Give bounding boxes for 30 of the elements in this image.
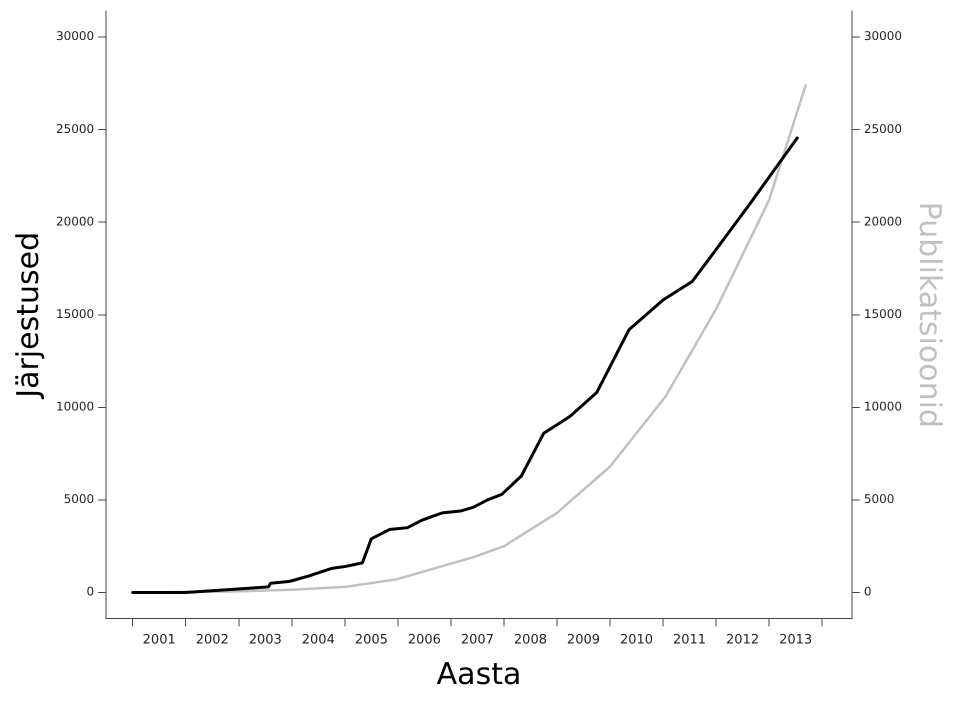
y2-tick-label: 5000 [864,492,894,506]
y-tick-label: 15000 [56,306,94,321]
y2-axis-title: Publikatsioonid [912,202,948,428]
x-tick-label: 2013 [779,632,812,648]
x-tick-label: 2009 [566,632,600,648]
x-tick-label: 2006 [408,632,441,648]
y2-tick-label: 0 [864,584,872,599]
x-tick-label: 2005 [354,632,388,648]
x-tick-label: 2007 [460,632,494,648]
y2-tick-label: 25000 [864,122,902,136]
x-tick-label: 2010 [620,632,654,648]
y-tick-label: 5000 [64,492,94,506]
y2-tick-label: 15000 [864,306,902,321]
y2-tick-label: 30000 [864,29,902,44]
x-tick-label: 2002 [196,632,229,648]
x-tick-label: 2001 [142,632,176,648]
y2-tick-label: 10000 [864,399,902,414]
x-tick-label: 2004 [302,632,335,648]
x-axis-title: Aasta [436,656,522,692]
x-tick-label: 2012 [726,632,760,648]
x-tick-label: 2003 [248,632,282,648]
y-tick-label: 10000 [56,399,94,414]
y-tick-label: 25000 [56,122,94,136]
y-tick-label: 30000 [56,29,94,44]
y-axis-title: Järjestused [10,232,46,400]
x-tick-label: 2008 [514,632,547,648]
y-tick-label: 20000 [56,214,94,228]
y2-tick-label: 20000 [864,214,902,228]
y-tick-label: 0 [86,584,94,599]
x-tick-label: 2011 [672,632,706,648]
